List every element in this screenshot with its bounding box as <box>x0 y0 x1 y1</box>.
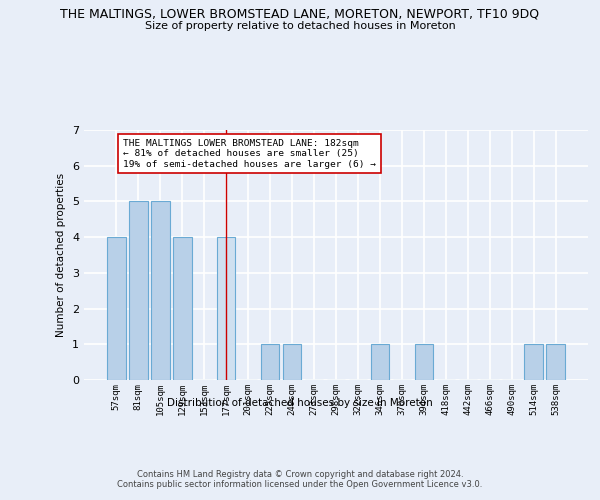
Bar <box>283 344 301 380</box>
Text: Contains HM Land Registry data © Crown copyright and database right 2024.
Contai: Contains HM Land Registry data © Crown c… <box>118 470 482 490</box>
Y-axis label: Number of detached properties: Number of detached properties <box>56 173 67 337</box>
Bar <box>371 344 389 380</box>
Bar <box>547 344 565 380</box>
Bar <box>107 237 125 380</box>
Bar <box>129 202 148 380</box>
Bar <box>415 344 433 380</box>
Text: THE MALTINGS LOWER BROMSTEAD LANE: 182sqm
← 81% of detached houses are smaller (: THE MALTINGS LOWER BROMSTEAD LANE: 182sq… <box>123 139 376 168</box>
Text: Size of property relative to detached houses in Moreton: Size of property relative to detached ho… <box>145 21 455 31</box>
Bar <box>151 202 170 380</box>
Text: THE MALTINGS, LOWER BROMSTEAD LANE, MORETON, NEWPORT, TF10 9DQ: THE MALTINGS, LOWER BROMSTEAD LANE, MORE… <box>61 8 539 20</box>
Text: Distribution of detached houses by size in Moreton: Distribution of detached houses by size … <box>167 398 433 407</box>
Bar <box>173 237 191 380</box>
Bar <box>261 344 280 380</box>
Bar <box>217 237 235 380</box>
Bar <box>524 344 543 380</box>
